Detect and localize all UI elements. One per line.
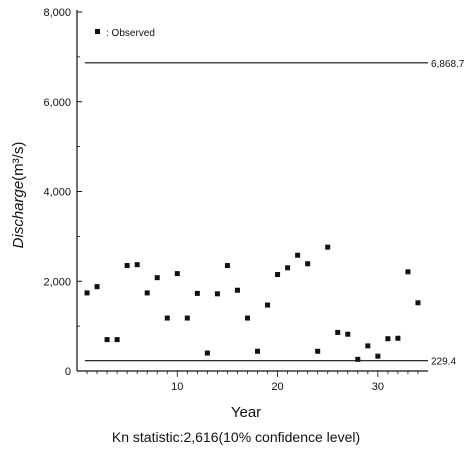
- data-point: [365, 343, 371, 349]
- data-point: [234, 287, 240, 293]
- legend-marker: [95, 29, 100, 34]
- data-point: [214, 291, 220, 297]
- y-axis-label-main: Discharge: [10, 181, 27, 249]
- y-tick-label: 0: [65, 366, 71, 378]
- footnote: Kn statistic:2,616(10% confidence level): [112, 429, 360, 445]
- data-point: [375, 353, 381, 359]
- data-point: [84, 290, 90, 296]
- data-point: [305, 261, 311, 267]
- legend: : Observed: [95, 28, 155, 39]
- data-point: [204, 350, 210, 356]
- data-point: [94, 284, 100, 290]
- y-tick-label: 2,000: [43, 276, 71, 288]
- x-tick-label: 30: [372, 381, 384, 393]
- data-point: [255, 348, 261, 354]
- data-point: [285, 265, 291, 271]
- y-axis-label-unit: (m³/s): [10, 142, 27, 181]
- data-point: [144, 290, 150, 296]
- reference-line-label: 229.4: [431, 357, 456, 368]
- x-tick-label: 20: [271, 381, 283, 393]
- y-axis-label: Discharge(m³/s): [10, 142, 27, 249]
- data-point: [405, 269, 411, 275]
- data-point: [184, 315, 190, 321]
- data-point: [395, 335, 401, 341]
- data-point: [154, 275, 160, 281]
- data-point: [124, 263, 130, 269]
- data-point: [265, 302, 271, 308]
- reference-lines: 6,868.7 229.4: [85, 59, 465, 368]
- data-point: [335, 329, 341, 335]
- data-point: [164, 315, 170, 321]
- data-point: [355, 356, 361, 362]
- legend-label: : Observed: [106, 28, 155, 39]
- data-point: [244, 315, 250, 321]
- reference-line-label: 6,868.7: [431, 59, 465, 70]
- y-tick-label: 6,000: [43, 97, 71, 109]
- x-tick-label: 10: [171, 381, 183, 393]
- data-point: [134, 262, 140, 268]
- data-point: [325, 244, 331, 250]
- y-tick-label: 8,000: [43, 7, 71, 19]
- data-point: [194, 290, 200, 296]
- data-point: [224, 263, 230, 269]
- y-tick-label: 4,000: [43, 187, 71, 199]
- data-point: [415, 300, 421, 306]
- data-point: [104, 337, 110, 343]
- svg-text:Discharge(m³/s): Discharge(m³/s): [10, 142, 27, 249]
- x-axis-label: Year: [231, 404, 261, 421]
- data-point: [275, 272, 281, 278]
- axes: 0 2,000 4,000 6,000 8,000 10 20 30: [43, 7, 428, 393]
- data-point: [385, 336, 391, 342]
- data-point: [295, 252, 301, 258]
- data-point: [315, 348, 321, 354]
- data-point: [174, 271, 180, 277]
- data-point: [345, 331, 351, 337]
- data-point: [114, 337, 120, 343]
- data-points: [84, 244, 421, 362]
